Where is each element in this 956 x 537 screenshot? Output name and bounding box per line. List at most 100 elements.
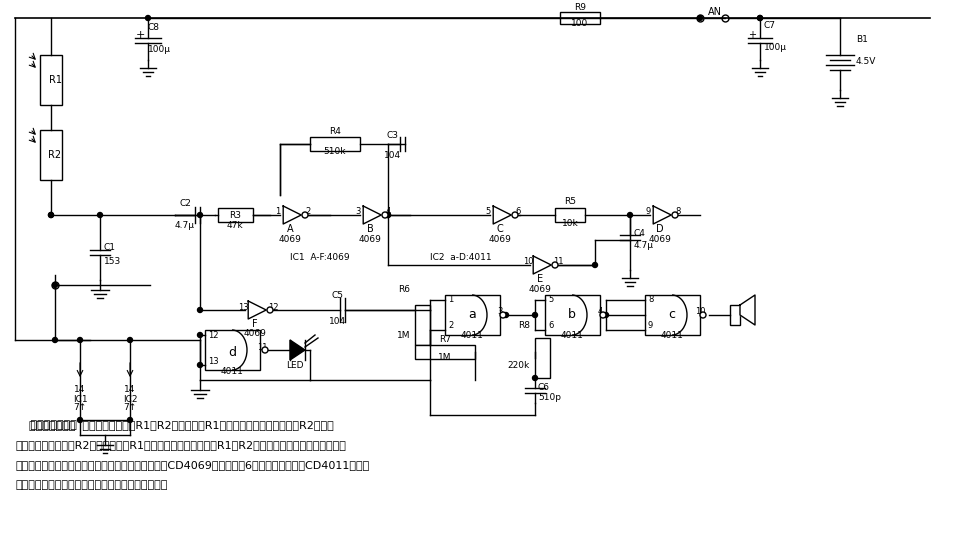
Bar	[40, 55, 62, 105]
Text: IC1  A-F:4069: IC1 A-F:4069	[290, 253, 350, 263]
Circle shape	[53, 337, 57, 343]
Text: C4: C4	[634, 229, 646, 237]
Bar	[645, 295, 700, 335]
Text: 4069: 4069	[358, 235, 381, 243]
Circle shape	[198, 308, 203, 313]
Circle shape	[532, 375, 537, 381]
Text: 6: 6	[515, 207, 521, 216]
Text: R3: R3	[229, 211, 241, 220]
Circle shape	[757, 16, 763, 20]
Circle shape	[593, 263, 598, 267]
Circle shape	[262, 347, 268, 353]
Text: 1M: 1M	[438, 353, 452, 362]
Circle shape	[672, 212, 678, 218]
Text: B: B	[366, 224, 374, 234]
Text: d: d	[228, 345, 236, 359]
Text: 4.5V: 4.5V	[856, 57, 877, 67]
Text: 8: 8	[648, 295, 653, 304]
Text: 5: 5	[548, 295, 554, 304]
Text: 2: 2	[305, 207, 311, 216]
Circle shape	[302, 212, 308, 218]
Text: 220k: 220k	[508, 360, 530, 369]
Text: C7: C7	[764, 20, 776, 30]
Text: 14: 14	[75, 386, 86, 395]
Text: 4069: 4069	[648, 235, 671, 243]
Circle shape	[49, 213, 54, 217]
Circle shape	[603, 313, 609, 317]
Polygon shape	[363, 206, 381, 224]
Circle shape	[77, 417, 82, 423]
Text: 100μ: 100μ	[148, 46, 171, 54]
Circle shape	[77, 337, 82, 343]
Text: F: F	[252, 319, 258, 329]
Text: C6: C6	[538, 382, 550, 391]
Text: R5: R5	[564, 198, 576, 207]
Text: 5: 5	[486, 207, 490, 216]
Text: 4069: 4069	[489, 235, 511, 243]
Text: 1: 1	[275, 207, 281, 216]
Text: b: b	[568, 308, 576, 322]
Text: 9: 9	[648, 321, 653, 330]
Text: 动校正器。在预先将R2的阻值调到与R1相等的条件下，干扰会在R1、R2上产生同样的阻值变化，这样由: 动校正器。在预先将R2的阻值调到与R1相等的条件下，干扰会在R1、R2上产生同样…	[15, 440, 346, 450]
Text: A: A	[287, 224, 293, 234]
Bar	[560, 12, 600, 24]
Circle shape	[198, 213, 203, 217]
Circle shape	[500, 312, 506, 318]
Text: R9: R9	[574, 4, 586, 12]
Circle shape	[698, 16, 703, 20]
Text: +: +	[748, 30, 756, 40]
Text: 104: 104	[330, 317, 347, 326]
Text: 153: 153	[104, 258, 121, 266]
Text: R2: R2	[49, 150, 61, 160]
Circle shape	[600, 312, 606, 318]
Circle shape	[198, 332, 203, 337]
Bar	[730, 305, 740, 325]
Text: 脉搏声光显示器: 脉搏声光显示器	[15, 420, 76, 430]
Circle shape	[504, 313, 509, 317]
Text: 100: 100	[572, 19, 589, 28]
Polygon shape	[493, 206, 511, 224]
Text: 4069: 4069	[244, 330, 267, 338]
Polygon shape	[283, 206, 301, 224]
Text: 频振荡器，压电陶瓷片发声，发光二极管发光指示。: 频振荡器，压电陶瓷片发声，发光二极管发光指示。	[15, 480, 167, 490]
Bar	[545, 295, 600, 335]
Text: 脉搏声光显示器  传感器由光敏电阻R1、R2组成，其中R1用来采集手指尖的透光量，R2作为自: 脉搏声光显示器 传感器由光敏电阻R1、R2组成，其中R1用来采集手指尖的透光量，…	[15, 420, 334, 430]
Text: 6: 6	[548, 321, 554, 330]
Circle shape	[512, 212, 518, 218]
Text: 4.7μ: 4.7μ	[634, 242, 654, 250]
Text: 12: 12	[208, 330, 219, 339]
Text: 47k: 47k	[227, 221, 244, 230]
Text: 10: 10	[695, 308, 706, 316]
Text: R1: R1	[49, 75, 61, 85]
Bar	[218, 208, 253, 222]
Circle shape	[267, 307, 273, 313]
Text: 3: 3	[356, 207, 360, 216]
Circle shape	[552, 262, 558, 268]
Text: 104: 104	[384, 150, 402, 159]
Circle shape	[127, 337, 133, 343]
Text: 4011: 4011	[661, 330, 684, 339]
Text: C3: C3	[387, 130, 399, 140]
Bar	[205, 330, 260, 370]
Text: 8: 8	[675, 207, 681, 216]
Text: 13: 13	[238, 302, 249, 311]
Text: 510k: 510k	[324, 147, 346, 156]
Text: 12: 12	[268, 302, 278, 311]
Text: 4: 4	[598, 308, 602, 316]
Text: IC2: IC2	[122, 395, 138, 404]
Bar	[415, 345, 475, 359]
Bar	[555, 208, 585, 222]
Text: R8: R8	[518, 321, 530, 330]
Text: 1: 1	[448, 295, 453, 304]
Text: IC2  a-D:4011: IC2 a-D:4011	[430, 253, 491, 263]
Text: 11: 11	[257, 343, 268, 352]
Text: 4011: 4011	[461, 330, 484, 339]
Text: 9: 9	[645, 207, 651, 216]
Circle shape	[127, 417, 133, 423]
Text: 2: 2	[448, 321, 453, 330]
Text: AN: AN	[708, 7, 722, 17]
Text: 10: 10	[523, 258, 533, 266]
Text: 7↑: 7↑	[74, 403, 87, 412]
Circle shape	[145, 16, 150, 20]
Text: 3: 3	[497, 308, 503, 316]
